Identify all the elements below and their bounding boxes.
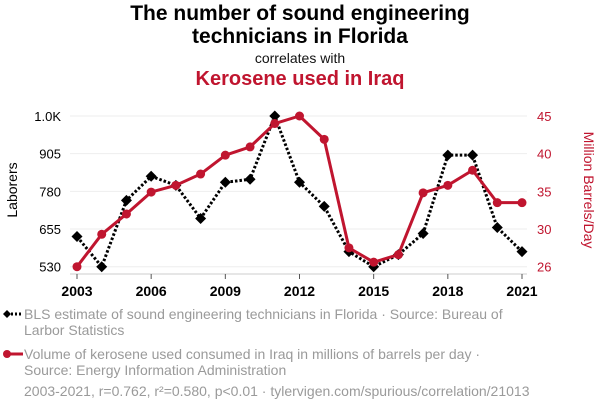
- data-point-technicians: [467, 149, 479, 161]
- data-point-technicians: [244, 173, 256, 185]
- data-point-kerosene: [443, 180, 453, 190]
- y-axis-right-ticks: 26 30 35 40 45: [537, 109, 551, 275]
- data-point-kerosene: [492, 198, 502, 208]
- x-tick-label: 2012: [284, 283, 315, 299]
- x-tick-label: 2018: [432, 283, 463, 299]
- data-point-kerosene: [319, 134, 329, 144]
- data-point-technicians: [294, 176, 305, 188]
- data-point-kerosene: [72, 262, 82, 272]
- gridlines: [70, 115, 527, 268]
- legend-swatch-dotted-diamond-icon: [3, 310, 23, 318]
- data-point-technicians: [219, 176, 231, 188]
- chart-title-line1: The number of sound engineering: [130, 2, 470, 25]
- data-point-kerosene: [97, 229, 107, 239]
- y-left-tick-label: 530: [39, 260, 61, 275]
- data-point-kerosene: [270, 119, 280, 129]
- y-right-tick-label: 35: [537, 184, 551, 199]
- data-point-kerosene: [369, 257, 379, 267]
- y-left-tick-label: 655: [39, 222, 61, 237]
- data-point-kerosene: [418, 188, 428, 198]
- y-left-tick-label: 1.0K: [34, 109, 61, 124]
- correlates-with-text: correlates with: [254, 50, 346, 66]
- data-point-kerosene: [295, 111, 304, 121]
- correlation-stats-footer: 2003-2021, r=0.762, r²=0.580, p<0.01 · t…: [24, 383, 530, 399]
- data-point-kerosene: [245, 142, 255, 152]
- series-kerosene-iraq: [72, 111, 527, 272]
- data-point-technicians: [269, 110, 281, 122]
- y-axis-left-label: Laborers: [4, 162, 20, 217]
- data-point-technicians: [120, 194, 132, 206]
- x-tick-label: 2006: [136, 283, 167, 299]
- data-point-technicians: [195, 212, 207, 224]
- x-tick-label: 2003: [61, 283, 92, 299]
- y-left-tick-label: 780: [39, 184, 61, 199]
- y-right-tick-label: 40: [537, 147, 551, 162]
- data-point-kerosene: [171, 180, 181, 190]
- y-left-tick-label: 905: [39, 147, 61, 162]
- data-point-kerosene: [121, 209, 131, 219]
- data-point-technicians: [516, 246, 528, 258]
- chart-title-line2: technicians in Florida: [192, 25, 408, 48]
- y-axis-left-ticks: 530 655 780 905 1.0K: [34, 109, 61, 275]
- data-point-kerosene: [393, 250, 403, 260]
- legend-text-line2: Larbor Statistics: [24, 322, 125, 338]
- legend-text-line1: Volume of kerosene used consumed in Iraq…: [24, 346, 481, 362]
- legend-swatch-circle-line-icon: [3, 350, 23, 358]
- data-point-kerosene: [220, 150, 230, 160]
- legend-text-line2: Source: Energy Information Administratio…: [24, 362, 287, 378]
- x-tick-label: 2015: [358, 283, 389, 299]
- data-point-kerosene: [196, 169, 206, 179]
- y-right-tick-label: 26: [537, 260, 551, 275]
- data-point-technicians: [96, 261, 108, 273]
- data-point-technicians: [71, 231, 83, 243]
- chart-title: The number of sound engineering technici…: [0, 2, 600, 48]
- chart-title-secondary: Kerosene used in Iraq: [195, 68, 405, 90]
- x-tick-label: 2021: [506, 283, 537, 299]
- data-point-kerosene: [344, 243, 354, 253]
- legend-item-kerosene-iraq: Volume of kerosene used consumed in Iraq…: [3, 346, 544, 378]
- legend-text-line1: BLS estimate of sound engineering techni…: [24, 306, 503, 322]
- data-point-technicians: [442, 149, 454, 161]
- y-right-tick-label: 30: [537, 222, 551, 237]
- data-point-technicians: [491, 222, 503, 234]
- data-point-technicians: [318, 200, 330, 212]
- data-point-kerosene: [517, 198, 527, 208]
- x-tick-label: 2009: [210, 283, 241, 299]
- data-point-technicians: [145, 170, 157, 182]
- x-axis-ticks: 2003 2006 2009 2012 2015 2018 2021: [61, 274, 538, 299]
- y-right-tick-label: 45: [537, 109, 551, 124]
- legend-item-sound-technicians: BLS estimate of sound engineering techni…: [3, 306, 544, 338]
- data-point-kerosene: [468, 165, 478, 175]
- data-point-technicians: [417, 228, 429, 240]
- data-point-kerosene: [146, 187, 156, 197]
- y-axis-right-label: Million Barrels/Day: [581, 132, 597, 249]
